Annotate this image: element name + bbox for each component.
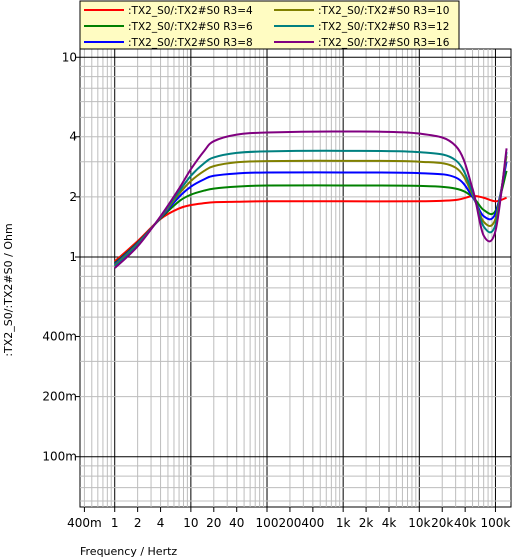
x-tick-label: 40: [229, 516, 244, 530]
x-axis-ticks: 400m 1 2 4 10 20 40 100 200 400 1k 2k 4k 10k 20k 40k 100…: [67, 507, 510, 530]
x-tick-label: 4k: [382, 516, 397, 530]
y-tick-label: 200m: [42, 390, 77, 404]
y-axis-label: :TX2_S0/:TX2#S0 / Ohm: [2, 223, 15, 356]
legend-label-3: :TX2_S0/:TX2#S0 R3=8: [128, 37, 253, 49]
legend-label-4: :TX2_S0/:TX2#S0 R3=10: [318, 5, 449, 17]
x-tick-label: 200: [278, 516, 301, 530]
x-tick-label: 20: [206, 516, 221, 530]
legend-label-6: :TX2_S0/:TX2#S0 R3=16: [318, 37, 450, 49]
x-axis-label: Frequency / Hertz: [80, 545, 177, 558]
x-tick-label: 4: [157, 516, 165, 530]
y-tick-label: 100m: [42, 450, 77, 464]
grid: [80, 49, 511, 507]
y-tick-label: 400m: [42, 329, 77, 343]
legend-label-1: :TX2_S0/:TX2#S0 R3=4: [128, 5, 253, 17]
legend-label-2: :TX2_S0/:TX2#S0 R3=6: [128, 21, 253, 33]
x-tick-label: 100: [256, 516, 279, 530]
x-tick-label: 1k: [336, 516, 351, 530]
x-tick-label: 400m: [67, 516, 102, 530]
series-line-1: [114, 194, 507, 263]
x-tick-label: 40k: [454, 516, 476, 530]
y-tick-label: 10: [62, 50, 77, 64]
y-tick-label: 2: [69, 190, 77, 204]
x-tick-label: 20k: [431, 516, 453, 530]
series-line-6: [114, 130, 508, 269]
x-tick-label: 10: [183, 516, 198, 530]
x-tick-label: 1: [111, 516, 119, 530]
plot-area: [79, 48, 512, 508]
x-tick-label: 400: [301, 516, 324, 530]
x-tick-label: 2k: [359, 516, 374, 530]
plot-frame: [79, 48, 512, 508]
y-tick-label: 4: [69, 130, 77, 144]
series-layer: [114, 130, 508, 269]
legend-label-5: :TX2_S0/:TX2#S0 R3=12: [318, 21, 449, 33]
x-tick-label: 100k: [481, 516, 511, 530]
legend-box: [79, 0, 460, 50]
legend: :TX2_S0/:TX2#S0 R3=4 :TX2_S0/:TX2#S0 R3=6…: [79, 0, 460, 50]
series-line-2: [114, 170, 508, 265]
y-tick-label: 1: [69, 250, 77, 264]
x-tick-label: 2: [134, 516, 142, 530]
y-axis-ticks: 10 4 2 1 400m 200m 100m: [42, 50, 80, 464]
x-tick-label: 10k: [408, 516, 430, 530]
